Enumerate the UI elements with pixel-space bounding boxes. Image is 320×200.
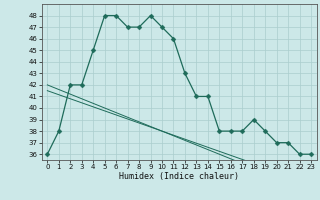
X-axis label: Humidex (Indice chaleur): Humidex (Indice chaleur) <box>119 172 239 181</box>
